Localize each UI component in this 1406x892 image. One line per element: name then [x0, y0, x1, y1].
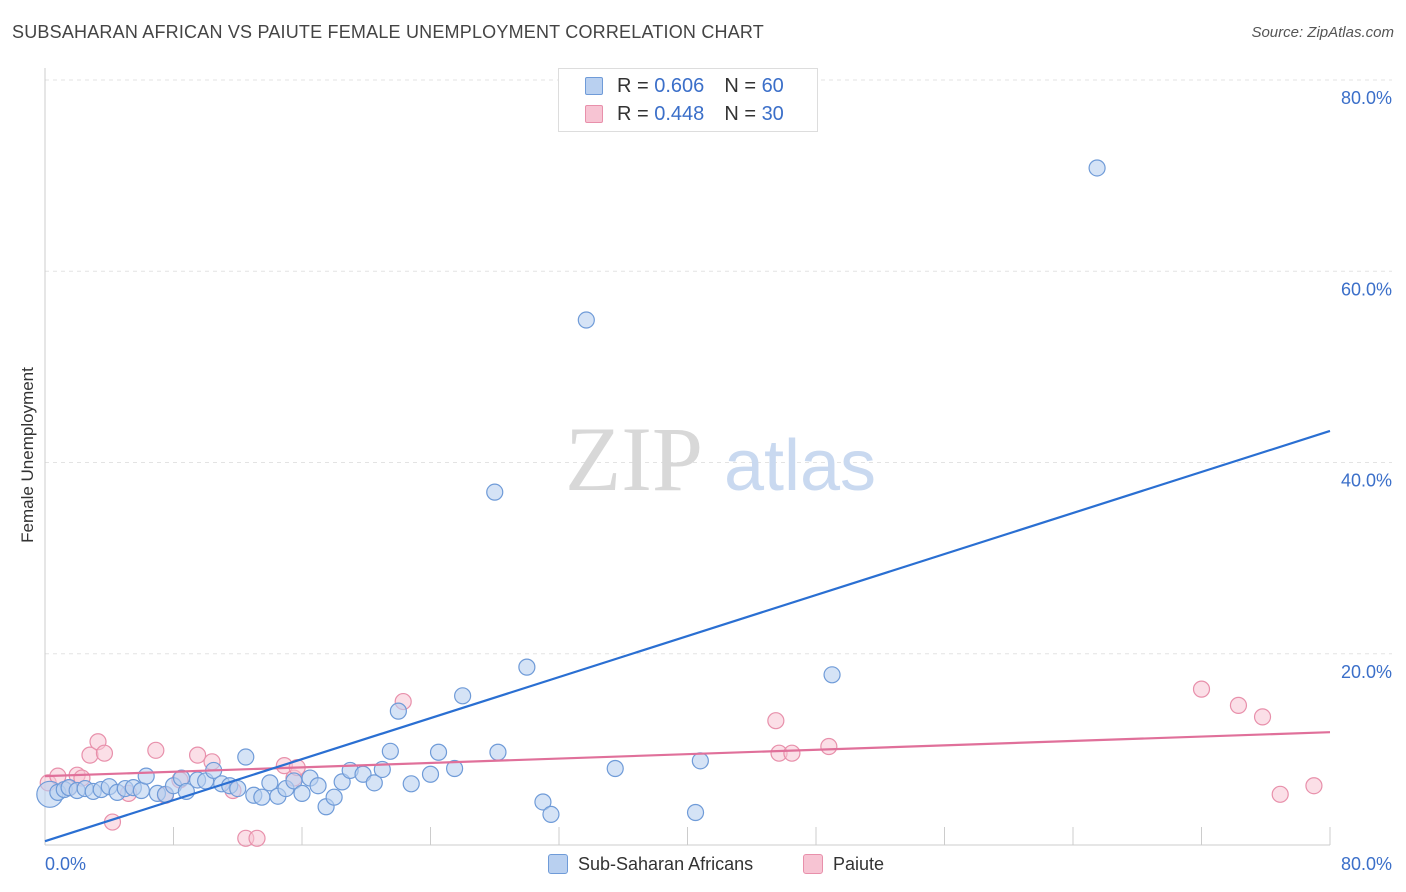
subsaharan-point	[293, 784, 311, 802]
paiute-point	[767, 712, 785, 730]
legend-swatch-pink	[585, 105, 603, 123]
bottom-legend-subsaharan: Sub-Saharan Africans	[548, 852, 753, 876]
subsaharan-point	[606, 759, 624, 778]
paiute-point	[1271, 785, 1289, 803]
paiute-point	[783, 744, 801, 762]
x-tick-label: 80.0%	[1341, 854, 1392, 874]
bottom-legend-paiute: Paiute	[803, 852, 884, 876]
legend-n-value: 30	[761, 102, 784, 125]
stats-legend: R = 0.606 N = 60 R = 0.448 N = 30	[558, 68, 818, 132]
paiute-point	[1305, 777, 1323, 795]
legend-swatch-blue	[585, 77, 603, 95]
subsaharan-point	[137, 767, 155, 785]
subsaharan-trend-line	[44, 429, 1331, 843]
subsaharan-point	[489, 743, 507, 761]
subsaharan-point	[132, 781, 150, 800]
subsaharan-point	[253, 788, 271, 806]
subsaharan-point	[261, 774, 279, 792]
subsaharan-point	[1088, 159, 1106, 177]
paiute-point	[147, 741, 165, 759]
bottom-legend-swatch-pink	[803, 854, 823, 874]
subsaharan-point	[454, 687, 472, 705]
trend-lines	[44, 429, 1331, 843]
legend-row-subsaharan: R = 0.606 N = 60	[559, 72, 784, 100]
tick-labels: 20.0% 40.0% 60.0% 80.0% 0.0% 80.0%	[45, 88, 1392, 874]
subsaharan-point	[486, 483, 504, 501]
y-tick-label: 80.0%	[1341, 88, 1392, 108]
legend-n-label: N =	[724, 74, 756, 97]
subsaharan-point	[325, 788, 343, 806]
legend-r-label: R =	[617, 74, 649, 97]
subsaharan-point	[686, 803, 705, 822]
subsaharan-point	[402, 775, 420, 793]
subsaharan-point	[229, 779, 247, 798]
paiute-point	[820, 737, 838, 756]
legend-r-label: R =	[617, 102, 649, 125]
legend-n-value: 60	[761, 74, 784, 97]
paiute-point	[188, 746, 207, 764]
watermark: ZIP atlas	[565, 408, 876, 510]
legend-r-value: 0.448	[654, 102, 705, 125]
subsaharan-point	[309, 777, 327, 795]
chart-title: SUBSAHARAN AFRICAN VS PAIUTE FEMALE UNEM…	[12, 22, 764, 42]
subsaharan-point	[365, 774, 383, 792]
source-label: Source: ZipAtlas.com	[1251, 24, 1394, 41]
gridlines	[45, 79, 1392, 655]
subsaharan-point	[534, 793, 552, 811]
subsaharan-point	[429, 743, 448, 761]
bottom-legend-swatch-blue	[548, 854, 568, 874]
subsaharan-point	[445, 759, 464, 778]
legend-row-paiute: R = 0.448 N = 30	[559, 100, 784, 128]
paiute-point	[1253, 708, 1272, 726]
bottom-legend-label: Sub-Saharan Africans	[578, 853, 754, 874]
subsaharan-point	[518, 658, 536, 676]
paiute-trend-line	[44, 731, 1331, 778]
y-tick-label: 20.0%	[1341, 662, 1392, 682]
paiute-point	[248, 829, 266, 847]
subsaharan-point	[542, 805, 560, 824]
legend-r-value: 0.606	[654, 74, 705, 97]
paiute-point	[1229, 696, 1248, 714]
subsaharan-point	[389, 702, 407, 720]
legend-n-label: N =	[724, 102, 756, 125]
watermark-zip: ZIP	[565, 408, 703, 510]
subsaharan-point	[421, 765, 440, 783]
paiute-point	[1192, 680, 1211, 698]
watermark-atlas: atlas	[724, 426, 876, 506]
y-tick-label: 60.0%	[1341, 279, 1392, 299]
paiute-points	[39, 680, 1323, 847]
subsaharan-point	[691, 752, 709, 770]
bottom-legend-label: Paiute	[833, 853, 885, 874]
subsaharan-points	[36, 159, 1106, 824]
y-tick-label: 40.0%	[1341, 471, 1392, 491]
subsaharan-point	[237, 748, 255, 766]
subsaharan-point	[577, 311, 595, 329]
x-tick-label: 0.0%	[45, 854, 86, 874]
paiute-point	[95, 744, 114, 762]
subsaharan-point	[823, 666, 841, 684]
subsaharan-point	[381, 742, 399, 760]
